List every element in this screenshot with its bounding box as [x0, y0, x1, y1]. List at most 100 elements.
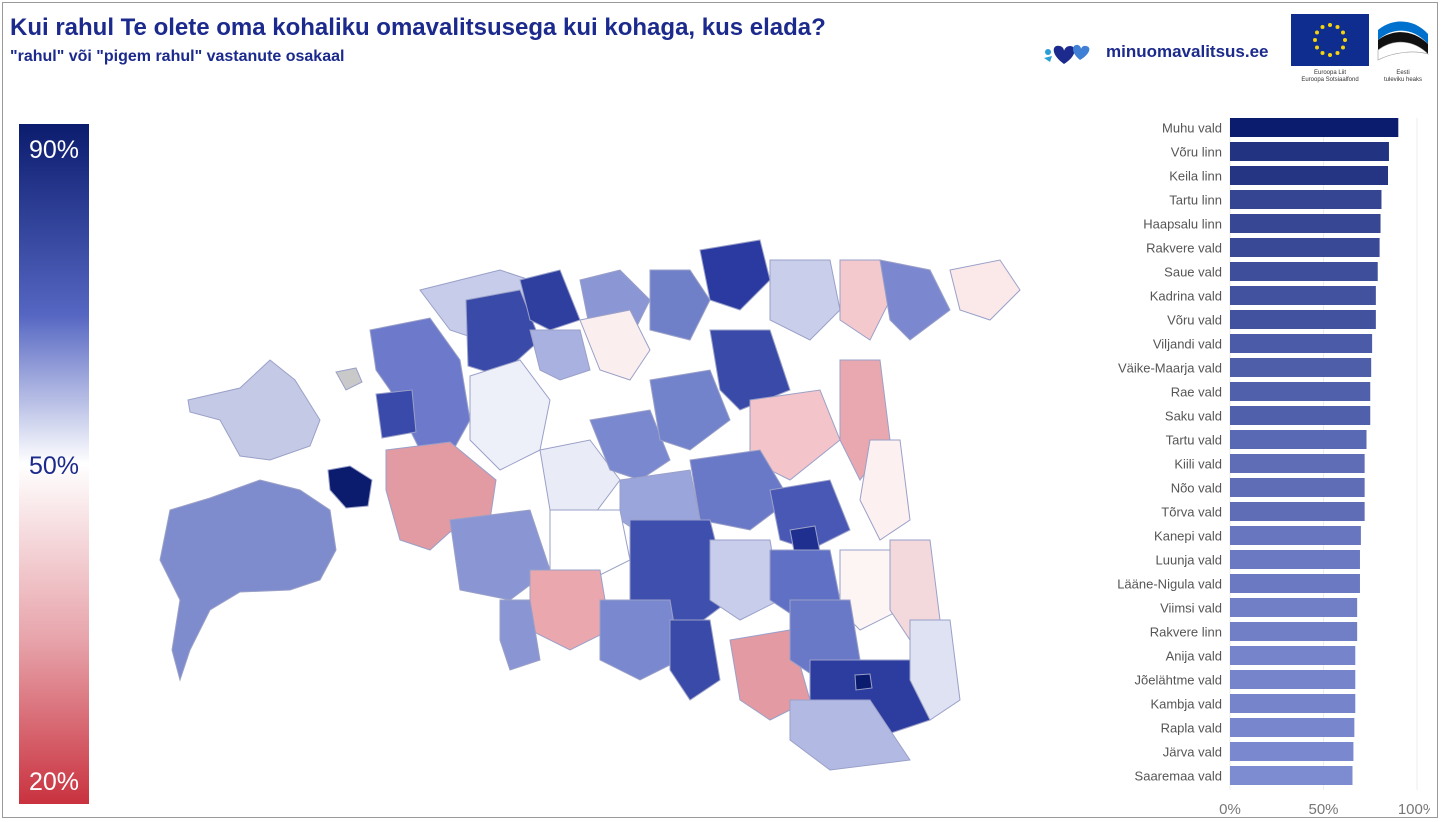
category-label: Jõelähtme vald — [1135, 673, 1222, 688]
map-region-otepaa — [709, 539, 781, 621]
bar[interactable] — [1230, 310, 1376, 329]
map-region-anija — [649, 269, 711, 341]
category-label: Tõrva vald — [1161, 505, 1222, 520]
bar[interactable] — [1230, 142, 1389, 161]
category-label: Muhu vald — [1162, 121, 1222, 136]
estonia-choropleth-map — [159, 239, 1021, 771]
map-region-viru-nigula — [839, 259, 891, 341]
map-region-hapsalu-isl — [499, 599, 541, 671]
bar[interactable] — [1230, 238, 1380, 257]
category-label: Saue vald — [1164, 265, 1222, 280]
map-region-torva — [669, 619, 721, 701]
map-region-rapla — [469, 359, 551, 471]
map-region-vormsi — [335, 367, 363, 391]
map-region-haljala — [769, 259, 841, 341]
map-region-voru-linn — [854, 673, 873, 691]
bar[interactable] — [1230, 166, 1389, 185]
eu-flag-icon — [1291, 14, 1369, 66]
map-region-jarva — [649, 369, 731, 451]
bar[interactable] — [1230, 190, 1382, 209]
map-region-keila — [519, 269, 581, 331]
hearts-logo-icon — [1044, 44, 1090, 64]
estonia-caption: Eesti tuleviku heaks — [1378, 70, 1428, 84]
color-scale-legend — [19, 124, 89, 804]
chart-subtitle: "rahul" või "pigem rahul" vastanute osak… — [10, 48, 345, 65]
category-label: Kiili vald — [1174, 457, 1222, 472]
category-label: Võru linn — [1171, 145, 1222, 160]
bar[interactable] — [1230, 670, 1356, 689]
category-label: Nõo vald — [1171, 481, 1222, 496]
map-region-pohja-sakala — [549, 509, 631, 581]
minuomavalitsus-logo[interactable]: minuomavalitsus.ee — [1040, 34, 1269, 74]
bar[interactable] — [1230, 622, 1358, 641]
map-region-hiiumaa — [187, 359, 321, 461]
bar[interactable] — [1230, 406, 1371, 425]
category-label: Tartu vald — [1166, 433, 1222, 448]
bar[interactable] — [1230, 694, 1356, 713]
category-label: Väike-Maarja vald — [1118, 361, 1222, 376]
bar[interactable] — [1230, 382, 1371, 401]
category-label: Rapla vald — [1161, 721, 1222, 736]
eu-caption-line-2: Euroopa Sotsiaalfond — [1301, 77, 1359, 83]
category-label: Rae vald — [1171, 385, 1222, 400]
map-region-haapsalu — [375, 389, 417, 439]
category-label: Võru vald — [1167, 313, 1222, 328]
eu-caption-line-1: Euroopa Liit — [1313, 70, 1347, 76]
x-tick-label: 50% — [1308, 801, 1338, 818]
bar[interactable] — [1230, 646, 1356, 665]
category-label: Saaremaa vald — [1135, 769, 1222, 784]
category-label: Lääne-Nigula vald — [1117, 577, 1222, 592]
bar[interactable] — [1230, 478, 1365, 497]
category-label: Rakvere linn — [1150, 625, 1222, 640]
map-region-mulgi — [599, 599, 681, 681]
map-region-kuusalu — [699, 239, 771, 311]
category-label: Kanepi vald — [1154, 529, 1222, 544]
bar[interactable] — [1230, 574, 1360, 593]
category-label: Järva vald — [1163, 745, 1222, 760]
map-region-kohila — [529, 329, 591, 381]
estonia-caption-line-1: Eesti — [1396, 70, 1410, 76]
legend-max-label: 90% — [28, 136, 80, 164]
category-label: Viljandi vald — [1153, 337, 1222, 352]
map-region-turi — [589, 409, 671, 481]
category-label: Keila linn — [1169, 169, 1222, 184]
map-region-saue — [465, 289, 541, 377]
ranking-bar-chart: 0% 50% 100% Muhu vald Võru linn Keila linn Tar… — [1117, 118, 1430, 818]
bar[interactable] — [1230, 598, 1358, 617]
map-region-saarde — [529, 569, 611, 651]
bar[interactable] — [1230, 742, 1354, 761]
x-tick-label: 0% — [1219, 801, 1241, 818]
bar[interactable] — [1230, 550, 1360, 569]
category-label: Tartu linn — [1169, 193, 1222, 208]
map-region-peipsiaare — [859, 439, 911, 541]
x-tick-label: 100% — [1398, 801, 1430, 818]
map-region-rouge — [789, 699, 911, 771]
estonia-caption-line-2: tuleviku heaks — [1383, 77, 1423, 83]
bar[interactable] — [1230, 766, 1353, 785]
category-label: Haapsalu linn — [1143, 217, 1222, 232]
bar[interactable] — [1230, 526, 1361, 545]
map-region-raasiku — [579, 309, 651, 381]
category-label: Luunja vald — [1156, 553, 1223, 568]
bar[interactable] — [1230, 262, 1378, 281]
bar[interactable] — [1230, 430, 1367, 449]
bar[interactable] — [1230, 214, 1381, 233]
map-region-muhu — [327, 465, 373, 509]
category-label: Saku vald — [1165, 409, 1222, 424]
bar[interactable] — [1230, 502, 1365, 521]
eu-caption: Euroopa Liit Euroopa Sotsiaalfond — [1288, 70, 1372, 84]
category-label: Kambja vald — [1150, 697, 1222, 712]
bar[interactable] — [1230, 118, 1399, 137]
bar[interactable] — [1230, 334, 1373, 353]
category-label: Viimsi vald — [1160, 601, 1222, 616]
estonia-flag-icon — [1374, 14, 1432, 66]
map-region-rakvere-vald — [749, 389, 841, 481]
map-region-paide — [539, 439, 621, 521]
bar[interactable] — [1230, 718, 1355, 737]
bar[interactable] — [1230, 286, 1376, 305]
category-label: Kadrina vald — [1150, 289, 1222, 304]
bar[interactable] — [1230, 358, 1372, 377]
map-region-setomaa — [909, 619, 961, 721]
map-region-saaremaa — [159, 479, 337, 682]
bar[interactable] — [1230, 454, 1365, 473]
